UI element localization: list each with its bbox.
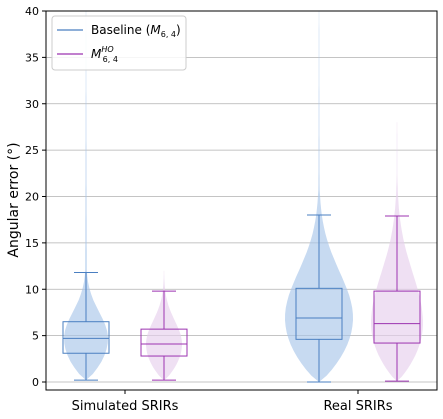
y-tick-label: 15 [25, 237, 39, 250]
y-tick-label: 30 [25, 98, 39, 111]
violin [64, 11, 108, 381]
violin [285, 11, 353, 382]
y-tick-label: 35 [25, 51, 39, 64]
box [140, 328, 188, 357]
legend-box [51, 15, 187, 71]
y-tick-label: 0 [32, 376, 39, 389]
y-tick-label: 40 [25, 5, 39, 18]
legend: Baseline (M6, 4) MHO 6, 4 [51, 15, 187, 71]
x-axis: Simulated SRIRs Real SRIRs [72, 390, 393, 414]
y-tick-label: 20 [25, 191, 39, 204]
legend-entry: Baseline (M6, 4) [91, 23, 181, 39]
legend-entry: MHO 6, 4 [91, 45, 118, 64]
x-tick-label: Simulated SRIRs [72, 399, 179, 414]
y-axis: 0 5 10 15 20 25 30 35 40 [25, 5, 46, 389]
y-tick-label: 10 [25, 283, 39, 296]
x-tick-label: Real SRIRs [323, 399, 392, 414]
boxes [62, 214, 421, 383]
box [295, 287, 343, 340]
y-axis-label: Angular error (°) [6, 142, 22, 257]
box [62, 321, 110, 354]
y-tick-label: 5 [32, 330, 39, 343]
y-tick-label: 25 [25, 144, 39, 157]
box [373, 290, 421, 344]
plot-frame [45, 10, 438, 391]
